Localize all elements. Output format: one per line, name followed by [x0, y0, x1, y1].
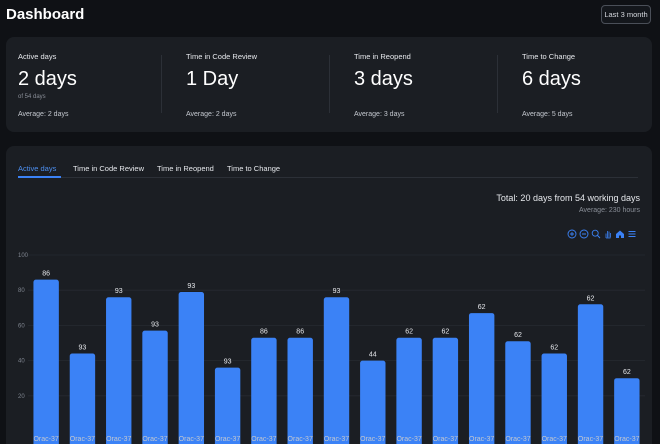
average-summary: Average: 230 hours [579, 207, 640, 214]
tab-active-days[interactable]: Active days [18, 164, 57, 173]
y-tick-label: 20 [18, 394, 25, 400]
zoom-out-icon[interactable] [579, 229, 589, 239]
x-tick-label: Orac-37 [433, 436, 458, 443]
stat-value: 2 days [18, 68, 77, 90]
magnifier-icon[interactable] [591, 229, 601, 239]
data-label: 62 [405, 329, 413, 336]
bar[interactable] [106, 297, 132, 444]
data-label: 62 [623, 369, 631, 376]
stat-label: Time to Change [522, 52, 576, 61]
bar[interactable] [505, 341, 531, 444]
x-tick-label: Orac-37 [251, 436, 276, 443]
stat-value: 6 days [522, 68, 581, 90]
bar[interactable] [432, 337, 459, 444]
home-icon[interactable] [615, 229, 625, 239]
bar[interactable] [541, 353, 567, 444]
data-label: 93 [333, 288, 341, 295]
x-tick-label: Orac-37 [33, 436, 58, 443]
stat-average: Average: 3 days [354, 111, 405, 118]
data-label: 93 [151, 322, 159, 329]
bar[interactable] [323, 297, 350, 444]
stat-label: Active days [18, 52, 57, 61]
tab-code-review[interactable]: Time in Code Review [73, 164, 144, 173]
data-label: 62 [587, 295, 595, 302]
stat-time-to-change: Time to Change 6 days Average: 5 days [522, 37, 660, 132]
x-tick-label: Orac-37 [179, 436, 204, 443]
x-tick-label: Orac-37 [324, 436, 349, 443]
x-tick-label: Orac-37 [614, 436, 639, 443]
pan-hand-icon[interactable] [603, 229, 613, 239]
bar-chart: 20 40 60 80 100 86 Orac-37 93 Orac-37 93 Orac-37 93… [18, 253, 645, 444]
data-label: 86 [260, 329, 268, 336]
x-tick-label: Orac-37 [578, 436, 603, 443]
x-tick-label: Orac-37 [142, 436, 167, 443]
date-range-button[interactable]: Last 3 month [601, 5, 651, 24]
tab-reopend[interactable]: Time in Reopend [157, 164, 214, 173]
page-title: Dashboard [6, 6, 85, 23]
stat-average: Average: 2 days [186, 111, 237, 118]
x-tick-label: Orac-37 [70, 436, 95, 443]
stats-card: Active days 2 days of 54 days Average: 2… [6, 37, 652, 132]
x-tick-label: Orac-37 [360, 436, 385, 443]
stat-label: Time in Code Review [186, 52, 257, 61]
bar[interactable] [577, 304, 604, 444]
stat-reopend: Time in Reopend 3 days Average: 3 days [354, 37, 504, 132]
bar[interactable] [178, 291, 205, 444]
stat-sub: of 54 days [18, 94, 46, 100]
divider [329, 55, 330, 113]
stat-average: Average: 5 days [522, 111, 573, 118]
x-tick-label: Orac-37 [396, 436, 421, 443]
y-tick-label: 100 [18, 253, 29, 259]
y-tick-label: 40 [18, 359, 25, 365]
data-label: 93 [187, 283, 195, 290]
data-label: 93 [79, 345, 87, 352]
tab-divider [18, 177, 638, 178]
data-label: 62 [550, 345, 558, 352]
data-label: 93 [115, 288, 123, 295]
bar[interactable] [69, 353, 96, 444]
menu-icon[interactable] [627, 229, 637, 239]
zoom-in-icon[interactable] [567, 229, 577, 239]
bar[interactable] [142, 330, 168, 444]
x-tick-label: Orac-37 [505, 436, 530, 443]
bar[interactable] [214, 367, 241, 444]
x-tick-label: Orac-37 [542, 436, 567, 443]
y-tick-label: 80 [18, 288, 25, 294]
data-label: 93 [224, 359, 232, 366]
data-label: 62 [478, 304, 486, 311]
data-label: 62 [514, 332, 522, 339]
bar[interactable] [614, 378, 640, 444]
stat-average: Average: 2 days [18, 111, 69, 118]
total-summary: Total: 20 days from 54 working days [496, 193, 640, 203]
bar[interactable] [396, 337, 422, 444]
stat-label: Time in Reopend [354, 52, 411, 61]
bar[interactable] [360, 360, 386, 444]
x-tick-label: Orac-37 [106, 436, 131, 443]
divider [497, 55, 498, 113]
y-tick-label: 60 [18, 323, 25, 329]
chart-toolbar [567, 229, 637, 239]
data-label: 44 [369, 352, 377, 359]
x-tick-label: Orac-37 [288, 436, 313, 443]
bar[interactable] [468, 313, 495, 444]
tab-time-to-change[interactable]: Time to Change [227, 164, 281, 173]
active-tab-indicator [18, 176, 61, 178]
divider [161, 55, 162, 113]
stat-active-days: Active days 2 days of 54 days Average: 2… [18, 37, 168, 132]
stat-code-review: Time in Code Review 1 Day Average: 2 day… [186, 37, 336, 132]
x-tick-label: Orac-37 [469, 436, 494, 443]
stat-value: 3 days [354, 68, 413, 90]
data-label: 86 [296, 329, 304, 336]
data-label: 62 [441, 329, 449, 336]
data-label: 86 [42, 271, 50, 278]
x-tick-label: Orac-37 [215, 436, 240, 443]
stat-value: 1 Day [186, 68, 239, 90]
bar[interactable] [251, 337, 277, 444]
bar[interactable] [33, 279, 59, 444]
chart-panel: Active days Time in Code Review Time in … [6, 146, 652, 444]
bar[interactable] [287, 337, 313, 444]
